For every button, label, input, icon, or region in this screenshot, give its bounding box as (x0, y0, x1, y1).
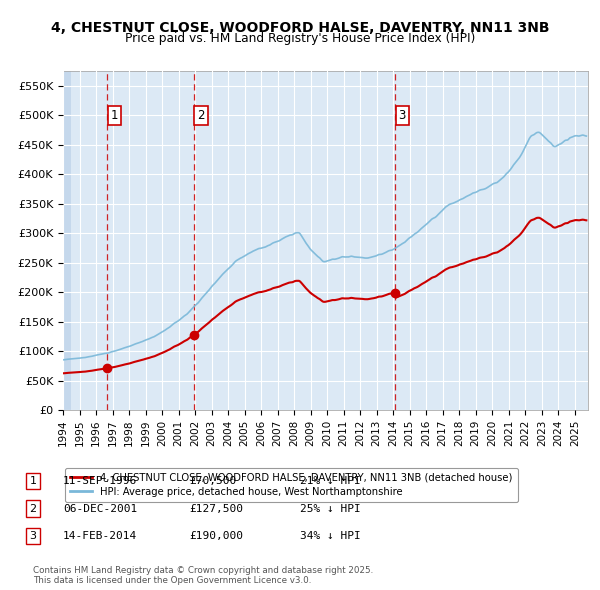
Text: 1: 1 (29, 476, 37, 486)
Legend: 4, CHESTNUT CLOSE, WOODFORD HALSE, DAVENTRY, NN11 3NB (detached house), HPI: Ave: 4, CHESTNUT CLOSE, WOODFORD HALSE, DAVEN… (65, 468, 518, 502)
Text: 2: 2 (29, 504, 37, 513)
Bar (63, 71, 71, 410)
Text: 2: 2 (197, 109, 205, 122)
Text: 3: 3 (398, 109, 406, 122)
Text: 21% ↓ HPI: 21% ↓ HPI (300, 476, 361, 486)
Text: 1: 1 (111, 109, 118, 122)
Text: 11-SEP-1996: 11-SEP-1996 (63, 476, 137, 486)
Text: 3: 3 (29, 532, 37, 541)
Text: 25% ↓ HPI: 25% ↓ HPI (300, 504, 361, 513)
Text: Contains HM Land Registry data © Crown copyright and database right 2025.
This d: Contains HM Land Registry data © Crown c… (33, 566, 373, 585)
Text: £70,500: £70,500 (189, 476, 236, 486)
Text: 4, CHESTNUT CLOSE, WOODFORD HALSE, DAVENTRY, NN11 3NB: 4, CHESTNUT CLOSE, WOODFORD HALSE, DAVEN… (51, 21, 549, 35)
Text: 34% ↓ HPI: 34% ↓ HPI (300, 532, 361, 541)
Text: £190,000: £190,000 (189, 532, 243, 541)
Text: 06-DEC-2001: 06-DEC-2001 (63, 504, 137, 513)
Text: £127,500: £127,500 (189, 504, 243, 513)
Text: Price paid vs. HM Land Registry's House Price Index (HPI): Price paid vs. HM Land Registry's House … (125, 32, 475, 45)
Text: 14-FEB-2014: 14-FEB-2014 (63, 532, 137, 541)
